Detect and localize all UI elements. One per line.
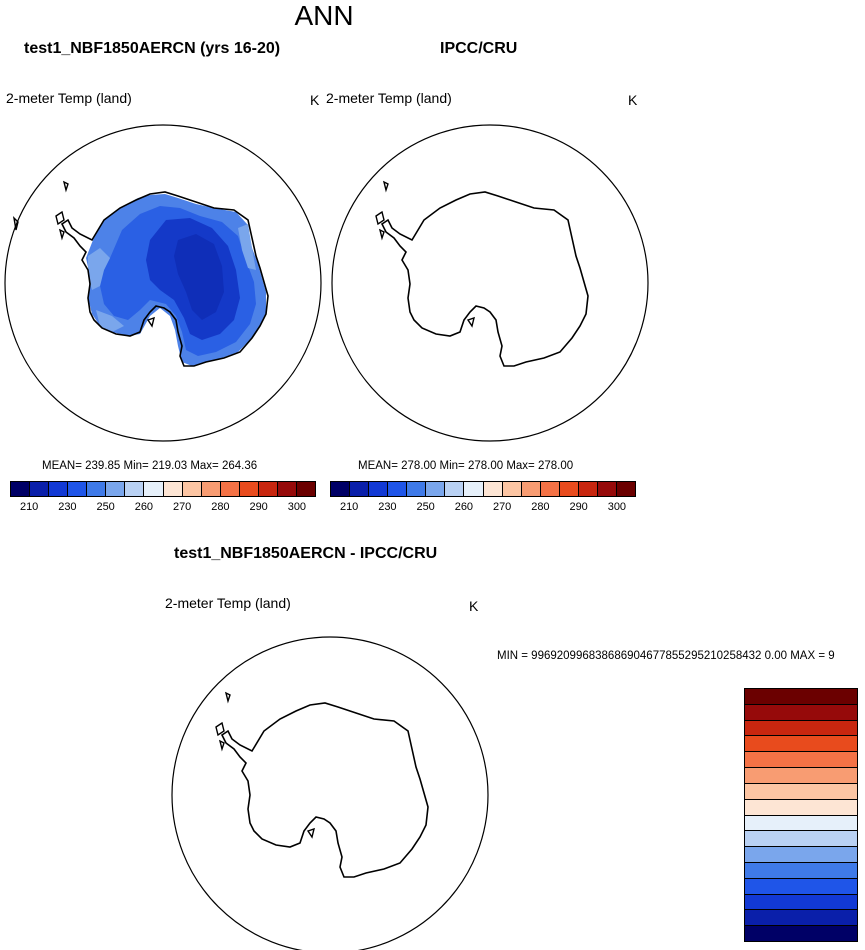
- colorbar-tick-label: 230: [378, 501, 397, 513]
- colorbar-tick-label: 250: [96, 501, 115, 513]
- colorbar-swatch: [745, 783, 857, 800]
- colorbar-swatch: [559, 482, 579, 496]
- model-panel-title: test1_NBF1850AERCN (yrs 16-20): [24, 40, 281, 57]
- colorbar-tick-label: 210: [19, 501, 39, 513]
- diff-stats: MIN = 9969209968386869046778552952102584…: [497, 650, 835, 662]
- colorbar-swatch: [745, 799, 857, 816]
- obs-colorbar: [330, 481, 636, 497]
- colorbar-swatch: [277, 482, 297, 496]
- colorbar-swatch: [87, 482, 107, 496]
- colorbar-swatch: [30, 482, 50, 496]
- model-coastline: [60, 191, 269, 367]
- colorbar-swatch: [745, 831, 857, 848]
- colorbar-swatch: [578, 482, 598, 496]
- colorbar-swatch: [745, 736, 857, 753]
- colorbar-swatch: [426, 482, 446, 496]
- obs-coastline: [380, 191, 589, 367]
- colorbar-tick-label: 260: [134, 501, 154, 513]
- diff-colorbar: [744, 688, 858, 942]
- colorbar-swatch: [369, 482, 389, 496]
- diff-polar-map: [171, 636, 489, 950]
- obs-panel-title: IPCC/CRU: [440, 40, 518, 57]
- colorbar-swatch: [106, 482, 126, 496]
- obs-colorbar-ticks: 210 230 250 260 270 280 290 300: [330, 501, 636, 515]
- colorbar-tick-label: 280: [211, 501, 230, 513]
- diff-coastline: [220, 702, 429, 878]
- colorbar-swatch: [597, 482, 617, 496]
- diff-map-boundary: [171, 636, 489, 950]
- colorbar-tick-label: 250: [416, 501, 435, 513]
- colorbar-swatch: [125, 482, 145, 496]
- model-variable-label: 2-meter Temp (land): [6, 90, 132, 106]
- colorbar-swatch: [745, 910, 857, 927]
- colorbar-swatch: [258, 482, 278, 496]
- colorbar-swatch: [388, 482, 408, 496]
- colorbar-swatch: [745, 878, 857, 895]
- colorbar-swatch: [483, 482, 503, 496]
- obs-units-label: K: [628, 92, 638, 108]
- colorbar-tick-label: 300: [287, 501, 307, 513]
- diff-units-label: K: [469, 598, 479, 614]
- colorbar-swatch: [182, 482, 202, 496]
- colorbar-swatch: [445, 482, 465, 496]
- colorbar-tick-label: 290: [569, 501, 588, 513]
- colorbar-swatch: [68, 482, 88, 496]
- colorbar-swatch: [745, 752, 857, 769]
- colorbar-swatch: [745, 689, 857, 705]
- colorbar-swatch: [616, 482, 635, 496]
- colorbar-swatch: [11, 482, 31, 496]
- model-colorbar-ticks: 210 230 250 260 270 280 290 300: [10, 501, 316, 515]
- colorbar-swatch: [220, 482, 240, 496]
- obs-stats: MEAN= 278.00 Min= 278.00 Max= 278.00: [358, 460, 574, 472]
- colorbar-swatch: [296, 482, 315, 496]
- colorbar-swatch: [49, 482, 69, 496]
- colorbar-swatch: [745, 926, 857, 941]
- model-stats: MEAN= 239.85 Min= 219.03 Max= 264.36: [42, 460, 258, 472]
- colorbar-tick-label: 270: [172, 501, 192, 513]
- obs-map-boundary: [331, 124, 649, 442]
- obs-variable-label: 2-meter Temp (land): [326, 90, 452, 106]
- colorbar-tick-label: 280: [531, 501, 550, 513]
- colorbar-swatch: [239, 482, 259, 496]
- colorbar-tick-label: 260: [454, 501, 474, 513]
- colorbar-swatch: [350, 482, 370, 496]
- colorbar-tick-label: 270: [492, 501, 512, 513]
- colorbar-swatch: [745, 768, 857, 784]
- colorbar-swatch: [407, 482, 427, 496]
- main-title: ANN: [294, 0, 354, 31]
- model-polar-map: [4, 124, 322, 442]
- colorbar-swatch: [745, 720, 857, 737]
- colorbar-swatch: [540, 482, 560, 496]
- model-map-boundary: [4, 124, 322, 442]
- model-colorbar: [10, 481, 316, 497]
- colorbar-tick-label: 290: [249, 501, 268, 513]
- colorbar-swatch: [521, 482, 541, 496]
- colorbar-swatch: [502, 482, 522, 496]
- colorbar-swatch: [201, 482, 221, 496]
- colorbar-tick-label: 210: [339, 501, 359, 513]
- colorbar-swatch: [745, 704, 857, 721]
- colorbar-swatch: [464, 482, 484, 496]
- colorbar-swatch: [745, 894, 857, 911]
- model-temperature-field: [86, 194, 266, 366]
- colorbar-swatch: [144, 482, 164, 496]
- colorbar-swatch: [745, 862, 857, 879]
- colorbar-swatch: [745, 815, 857, 832]
- diff-panel-title: test1_NBF1850AERCN - IPCC/CRU: [174, 545, 438, 562]
- obs-polar-map: [331, 124, 649, 442]
- diff-variable-label: 2-meter Temp (land): [165, 595, 291, 611]
- model-units-label: K: [310, 92, 320, 108]
- colorbar-tick-label: 300: [607, 501, 627, 513]
- colorbar-swatch: [745, 847, 857, 863]
- colorbar-swatch: [163, 482, 183, 496]
- colorbar-swatch: [331, 482, 351, 496]
- colorbar-tick-label: 230: [58, 501, 77, 513]
